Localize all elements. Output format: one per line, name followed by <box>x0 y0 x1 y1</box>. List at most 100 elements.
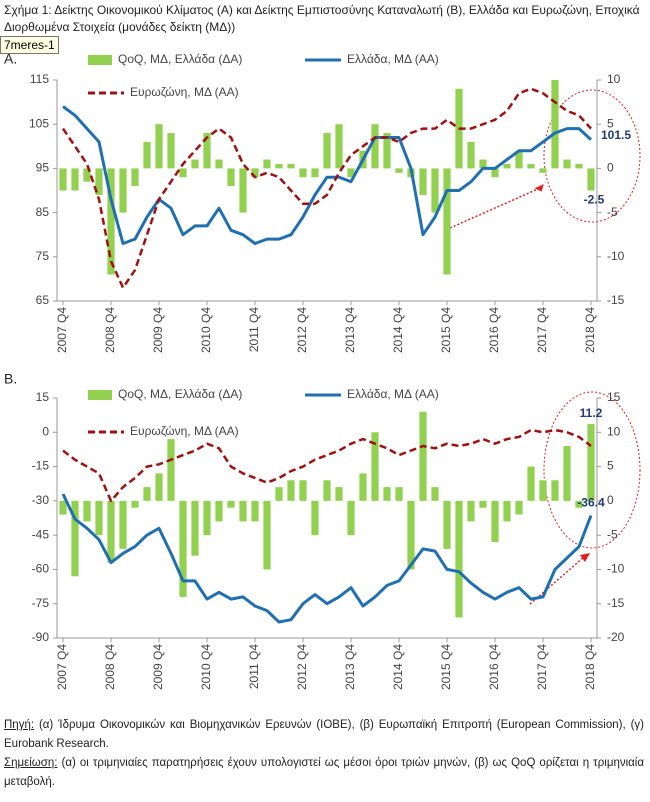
y-tick-label: 95 <box>36 161 50 175</box>
y-tick-label: -60 <box>32 562 50 576</box>
bar <box>323 133 331 169</box>
figure-title: Σχήμα 1: Δείκτης Οικονομικού Κλίματος (Α… <box>4 3 640 34</box>
bar <box>551 480 559 501</box>
bar <box>155 473 163 501</box>
x-tick-label: 2009 Q4 <box>151 307 165 353</box>
x-tick-label: 2015 Q4 <box>439 644 453 690</box>
bar <box>215 500 223 522</box>
bar <box>263 500 271 570</box>
panel-label: A. <box>4 51 17 67</box>
bar <box>227 168 235 187</box>
bar <box>383 487 391 501</box>
bar <box>119 500 127 549</box>
y2-tick-label: -5 <box>607 205 618 219</box>
annotations <box>449 89 641 605</box>
arrow <box>449 187 541 229</box>
bar <box>575 500 583 508</box>
y2-tick-label: 10 <box>607 72 621 86</box>
bar <box>419 411 427 501</box>
bar <box>263 159 271 169</box>
y-tick-label: 105 <box>29 116 49 130</box>
y2-tick-label: -5 <box>607 527 618 541</box>
bar <box>179 500 187 597</box>
bar <box>335 124 343 169</box>
bar <box>251 500 259 522</box>
y2-tick-label: -15 <box>607 293 625 307</box>
legend-swatch <box>88 390 112 400</box>
bar <box>371 124 379 169</box>
x-tick-label: 2014 Q4 <box>391 644 405 690</box>
highlight-ellipse <box>543 391 641 549</box>
bar <box>587 168 595 191</box>
highlight-ellipse <box>543 89 641 223</box>
bar <box>539 168 547 173</box>
bar <box>227 500 235 508</box>
bar <box>95 500 103 536</box>
y2-tick-label: -15 <box>607 596 625 610</box>
y-tick-label: -90 <box>32 630 50 644</box>
bar <box>287 163 295 169</box>
bar <box>515 150 523 169</box>
y2-tick-label: 5 <box>607 116 614 130</box>
y2-tick-label: -10 <box>607 562 625 576</box>
y2-tick-label: -20 <box>607 630 625 644</box>
bar <box>275 487 283 501</box>
x-tick-label: 2012 Q4 <box>295 307 309 353</box>
x-tick-label: 2011 Q4 <box>247 307 261 352</box>
bar <box>83 500 91 522</box>
bar <box>491 500 499 542</box>
arrow-head <box>580 553 590 562</box>
bar <box>587 424 595 501</box>
legend-label: Ελλάδα, ΜΔ (ΑΑ) <box>347 387 439 401</box>
bar <box>287 480 295 501</box>
bar <box>431 168 439 213</box>
legend-label: QoQ, ΜΔ, Ελλάδα (ΔΑ) <box>118 387 242 401</box>
x-tick-label: 2016 Q4 <box>487 644 501 690</box>
bar <box>203 500 211 536</box>
bar <box>131 168 139 187</box>
x-tick-label: 2010 Q4 <box>199 307 213 353</box>
x-tick-label: 2016 Q4 <box>487 307 501 353</box>
tooltip: 7meres-1 <box>0 36 59 54</box>
bar <box>167 133 175 169</box>
bar <box>347 500 355 536</box>
bar <box>359 473 367 501</box>
source-label: Πηγή: <box>4 719 35 731</box>
legend-label: QoQ, ΜΔ, Ελλάδα (ΔΑ) <box>118 52 242 66</box>
y2-tick-label: 15 <box>607 390 621 404</box>
note-label: Σημείωση: <box>4 757 58 769</box>
bar <box>71 168 79 191</box>
x-tick-label: 2007 Q4 <box>55 644 69 690</box>
y2-tick-label: 0 <box>607 161 614 175</box>
bar <box>299 480 307 501</box>
bar <box>551 80 559 169</box>
note: Σημείωση: (α) οι τριμηνιαίες παρατηρήσει… <box>4 754 644 792</box>
bar <box>299 168 307 178</box>
bar <box>503 163 511 169</box>
x-tick-label: 2010 Q4 <box>199 644 213 690</box>
x-tick-label: 2013 Q4 <box>343 307 357 353</box>
bar <box>239 500 247 522</box>
x-tick-label: 2012 Q4 <box>295 644 309 690</box>
x-tick-label: 2018 Q4 <box>583 307 597 353</box>
bar <box>455 500 463 618</box>
y-tick-label: 75 <box>36 249 50 263</box>
bar <box>191 500 199 556</box>
x-tick-label: 2017 Q4 <box>535 307 549 353</box>
bar <box>575 163 583 169</box>
x-tick-label: 2009 Q4 <box>151 644 165 690</box>
x-tick-label: 2014 Q4 <box>391 307 405 353</box>
bar <box>179 168 187 178</box>
bar <box>131 500 139 508</box>
bar <box>563 446 571 501</box>
bar <box>383 133 391 169</box>
arrow-head <box>534 184 544 192</box>
x-tick-label: 2011 Q4 <box>247 644 261 689</box>
y-tick-label: 15 <box>36 390 50 404</box>
bar <box>419 168 427 195</box>
bar <box>395 168 403 173</box>
bar <box>527 466 535 501</box>
x-tick-label: 2008 Q4 <box>103 644 117 690</box>
legend-label: Ευρωζώνη, ΜΔ (ΑΑ) <box>130 424 239 438</box>
